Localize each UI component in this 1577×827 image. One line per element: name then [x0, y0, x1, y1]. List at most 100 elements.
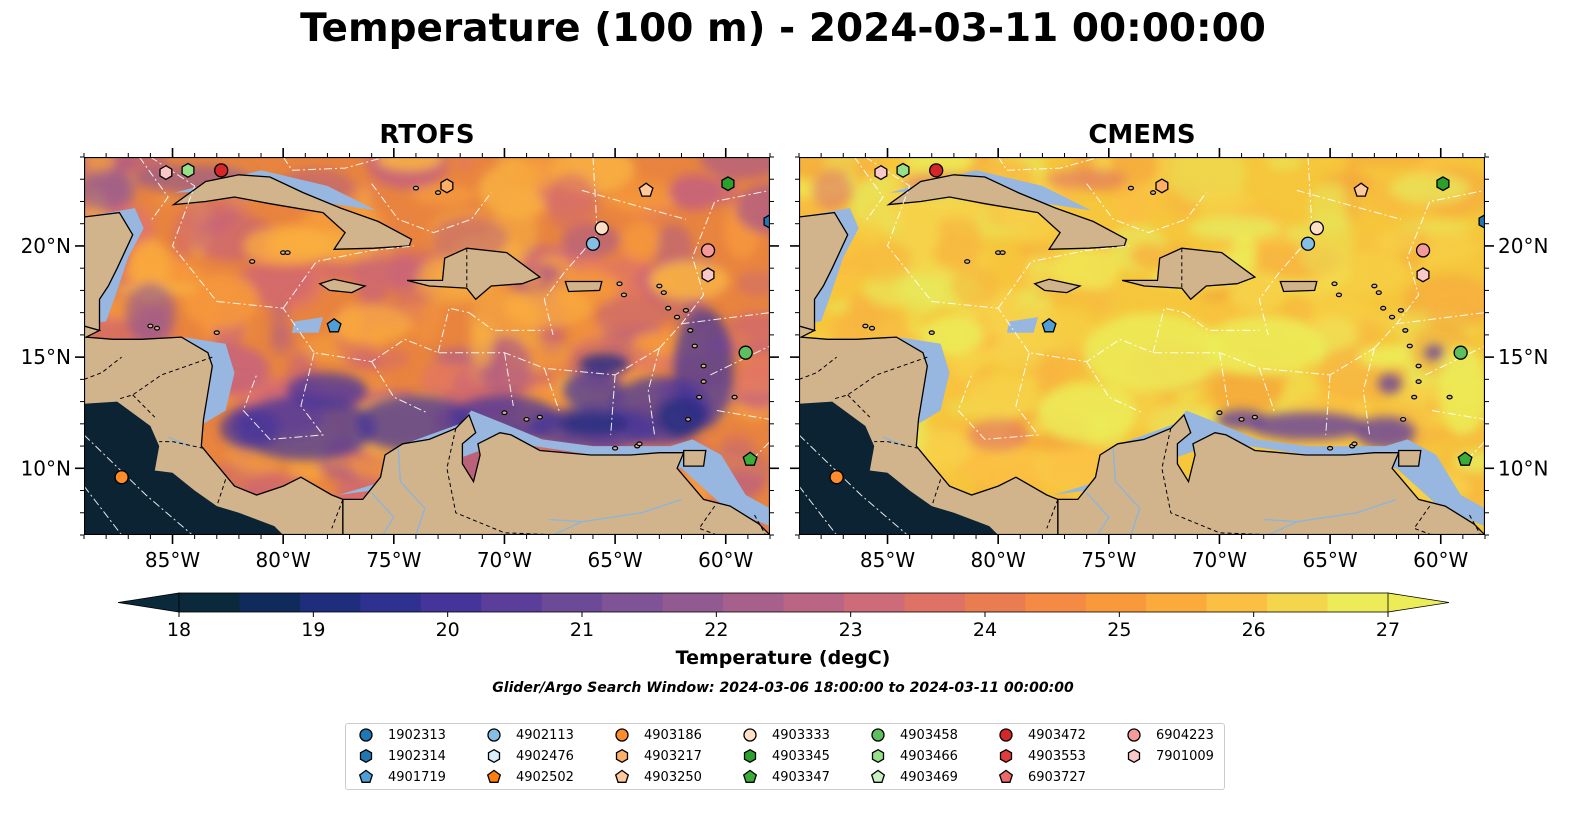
float-marker-4903186 [114, 470, 129, 485]
small-island [1411, 394, 1418, 400]
float-marker-4903217 [440, 178, 454, 194]
eez-boundary [242, 352, 324, 440]
pentagon-marker-icon [614, 769, 630, 783]
country-border [216, 479, 227, 507]
main-title: Temperature (100 m) - 2024-03-11 00:00:0… [300, 6, 1266, 51]
eez-boundary [371, 183, 492, 234]
float-marker-4903250 [638, 182, 654, 197]
small-island [691, 343, 698, 349]
float-marker-4903333 [1309, 221, 1324, 236]
eez-boundary [710, 345, 770, 376]
eez-boundary [957, 352, 1039, 440]
legend-entry: 4903553 [998, 746, 1086, 766]
lat-tick-label: 10°N [1498, 456, 1548, 480]
small-island [501, 410, 508, 416]
colorbar-label: Temperature (degC) [675, 647, 891, 669]
colorbar-tick-label: 20 [436, 619, 460, 641]
colorbar-segment [1085, 593, 1147, 612]
lat-tick-label: 15°N [1498, 345, 1548, 369]
eez-boundary [853, 157, 884, 222]
small-island [682, 308, 690, 313]
pentagon-marker-icon [486, 769, 502, 783]
small-island [1415, 363, 1422, 369]
island-puertorico [564, 280, 603, 293]
small-island [1406, 343, 1413, 349]
legend-entry: 4903472 [998, 725, 1086, 745]
eez-boundary [997, 157, 1101, 171]
float-marker-7901009 [701, 267, 715, 283]
eez-boundary [799, 485, 837, 535]
hexagon-marker-icon [487, 748, 501, 764]
small-island [1446, 394, 1453, 400]
colorbar-segment [723, 593, 785, 612]
legend-marker [743, 748, 757, 764]
colorbar-segment [179, 593, 241, 612]
lon-tick-label: 80°W [256, 548, 311, 572]
country-border [1469, 514, 1482, 535]
small-island [1351, 441, 1358, 447]
small-island [700, 363, 707, 369]
island-hispaniola [1121, 247, 1257, 301]
float-marker-1902314 [1478, 213, 1485, 230]
map-frame [799, 157, 1485, 535]
float-marker-4903186 [829, 470, 844, 485]
country-border [1161, 428, 1275, 535]
small-island [1400, 416, 1407, 422]
legend-entry: 4903217 [614, 746, 702, 766]
small-island [1397, 308, 1405, 313]
map-frame [84, 157, 770, 535]
colorbar-segment [239, 593, 301, 612]
colorbar-segment [904, 593, 966, 612]
legend-marker [487, 728, 501, 742]
colorbar-tick-label: 25 [1107, 619, 1131, 641]
legend-marker [615, 728, 629, 742]
legend-entry: 1902314 [358, 746, 446, 766]
colorbar-segment [662, 593, 724, 612]
float-legend: 1902313 1902314 4901719 4902113 4902476 49025… [345, 723, 1225, 790]
eez-boundary [1425, 345, 1485, 376]
lat-tick-label: 20°N [1498, 234, 1548, 258]
small-island [673, 314, 681, 320]
eez-boundary [1086, 361, 1143, 414]
eez-boundary [1258, 368, 1276, 413]
small-island [412, 185, 420, 191]
small-island [249, 259, 256, 264]
country-border [931, 479, 942, 507]
small-island [964, 259, 971, 264]
pentagon-marker-icon [870, 769, 886, 783]
legend-label: 4903186 [644, 727, 702, 743]
lon-tick-label: 80°W [971, 548, 1026, 572]
legend-label: 4903345 [772, 748, 830, 764]
float-marker-4903345 [721, 176, 735, 192]
circle-marker-icon [1127, 728, 1141, 742]
colorbar: 18 19 20 21 22 23 24 25 26 27 [117, 592, 1450, 641]
island-trinidad [683, 449, 707, 467]
river [552, 521, 583, 535]
small-island [1402, 328, 1409, 333]
legend-label: 4903217 [644, 748, 702, 764]
search-window-note: Glider/Argo Search Window: 2024-03-06 18… [492, 680, 1074, 696]
eez-boundary [1296, 189, 1402, 220]
country-border [331, 499, 344, 529]
float-marker-4903217 [1155, 178, 1169, 194]
colorbar-tick-label: 27 [1376, 619, 1400, 641]
colorbar-segment [1025, 593, 1087, 612]
circle-marker-icon [359, 728, 373, 742]
colorbar-segment [783, 593, 845, 612]
legend-label: 6904223 [1156, 727, 1214, 743]
colorbar-tick-label: 23 [839, 619, 863, 641]
small-island [685, 416, 692, 422]
colorbar-max-arrow [1387, 592, 1450, 613]
small-island [536, 414, 543, 420]
legend-label: 4903250 [644, 769, 702, 785]
country-border [1046, 499, 1059, 529]
country-border [1413, 505, 1433, 535]
country-border [832, 356, 928, 400]
small-island [656, 283, 663, 289]
legend-entry: 4903186 [614, 725, 702, 745]
float-marker-7901009 [1416, 267, 1430, 283]
pentagon-marker-icon [358, 769, 374, 783]
float-marker-7901009 [874, 164, 888, 181]
float-marker-7901009 [159, 164, 173, 181]
legend-label: 1902314 [388, 748, 446, 764]
